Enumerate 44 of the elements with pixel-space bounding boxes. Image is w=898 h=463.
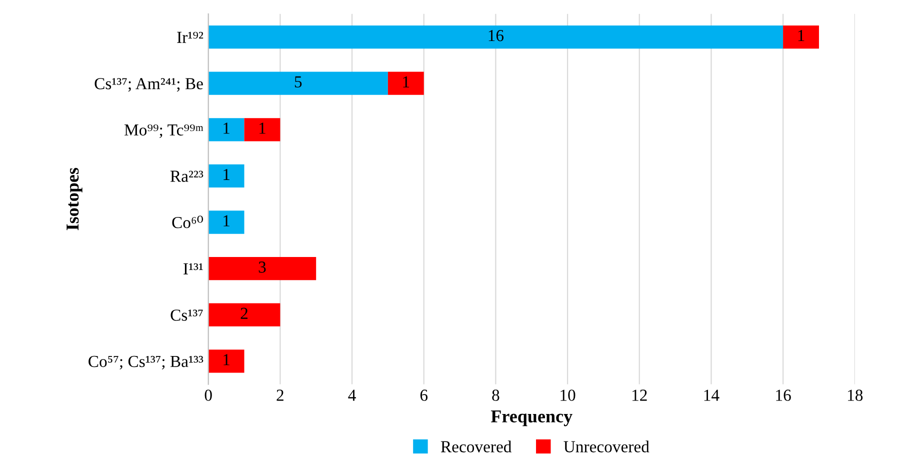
y-tick-label: Cs¹³⁷; Am²⁴¹; Be — [94, 78, 203, 92]
x-tick-label: 4 — [348, 390, 356, 401]
y-axis-title: Isotopes — [66, 168, 82, 230]
data-label: 3 — [258, 262, 266, 273]
data-label: 1 — [798, 30, 804, 42]
x-tick-label: 18 — [848, 390, 863, 401]
y-tick-label: Cs¹³⁷ — [170, 310, 203, 321]
data-label: 1 — [224, 215, 230, 226]
bar — [783, 25, 819, 49]
x-tick-label: 10 — [560, 390, 576, 401]
data-label: 16 — [488, 30, 504, 42]
data-label: 1 — [224, 168, 230, 180]
x-tick-label: 14 — [704, 390, 720, 401]
bar — [208, 256, 316, 280]
x-tick-label: 6 — [420, 390, 428, 401]
bar — [208, 118, 244, 142]
x-tick-label: 12 — [632, 390, 647, 401]
y-tick-label: Co⁵⁷; Cs¹³⁷; Ba¹³³ — [88, 356, 204, 370]
y-tick-label: Co⁶⁰ — [172, 216, 204, 228]
x-tick-label: 8 — [492, 390, 500, 401]
y-tick-label: Mo⁹⁹; Tc⁹⁹ᵐ — [124, 124, 204, 138]
bar — [244, 118, 280, 142]
x-tick-label: 2 — [276, 390, 284, 401]
y-tick-label: I¹³¹ — [184, 263, 203, 274]
y-tick-label: Ir¹⁹² — [177, 32, 204, 43]
x-tick-label: 16 — [776, 390, 791, 401]
data-label: 1 — [224, 354, 230, 366]
x-axis-title: Frequency — [490, 410, 572, 426]
data-label: 1 — [260, 122, 266, 134]
bar — [208, 25, 784, 49]
bar — [208, 303, 280, 326]
data-label: 5 — [294, 76, 302, 88]
y-tick-label: Ra²²³ — [170, 170, 204, 182]
data-label: 2 — [240, 308, 248, 319]
bar — [208, 164, 244, 188]
bar — [388, 72, 424, 95]
bar — [208, 72, 388, 95]
legend-label: Recovered — [440, 440, 512, 452]
bar — [208, 210, 244, 234]
legend-label: Unrecovered — [564, 440, 650, 452]
data-label: 1 — [403, 76, 410, 88]
x-tick-label: 0 — [204, 390, 212, 401]
bar — [208, 350, 244, 373]
data-label: 1 — [224, 122, 230, 134]
